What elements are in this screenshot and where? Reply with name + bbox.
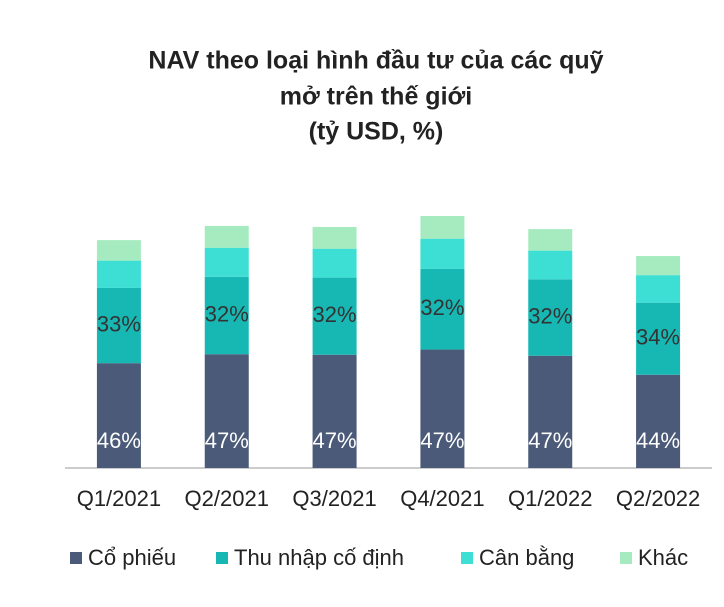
- chart-title: mở trên thế giới: [280, 83, 473, 111]
- x-tick-label: Q1/2022: [508, 486, 592, 511]
- data-label: 47%: [205, 428, 249, 453]
- bar-segment: [96, 240, 141, 261]
- bar-segment: [420, 216, 465, 239]
- bar-segment: [204, 276, 249, 355]
- chart-title: NAV theo loại hình đầu tư của các quỹ: [148, 47, 603, 75]
- chart-title: (tỷ USD, %): [309, 118, 444, 146]
- bar-segment: [204, 225, 249, 248]
- bar-segment: [96, 287, 141, 364]
- bar-segment: [636, 302, 681, 375]
- data-label: 47%: [420, 428, 464, 453]
- bar-segment: [636, 275, 681, 303]
- bar-segment: [636, 256, 681, 276]
- legend-swatch: [620, 552, 632, 564]
- x-tick-label: Q2/2021: [185, 486, 269, 511]
- bar-segment: [96, 260, 141, 288]
- data-label: 44%: [636, 428, 680, 453]
- legend-label: Khác: [638, 545, 688, 570]
- x-tick-label: Q1/2021: [77, 486, 161, 511]
- legend-swatch: [216, 552, 228, 564]
- bar-segment: [528, 279, 573, 356]
- legend-label: Thu nhập cố định: [234, 545, 404, 570]
- data-label: 32%: [528, 303, 572, 328]
- data-label: 33%: [97, 311, 141, 336]
- x-tick-label: Q3/2021: [292, 486, 376, 511]
- data-label: 47%: [313, 428, 357, 453]
- data-label: 32%: [313, 302, 357, 327]
- legend-swatch: [461, 552, 473, 564]
- bar-segment: [420, 349, 465, 468]
- bar-segment: [312, 226, 357, 249]
- bar-segment: [420, 238, 465, 269]
- x-tick-label: Q2/2022: [616, 486, 700, 511]
- bar-segment: [528, 229, 573, 251]
- x-tick-label: Q4/2021: [400, 486, 484, 511]
- bar-segment: [420, 268, 465, 350]
- bar-segment: [312, 248, 357, 278]
- bar-segment: [96, 363, 141, 468]
- bar-segment: [204, 354, 249, 468]
- data-label: 46%: [97, 428, 141, 453]
- bar-segment: [204, 247, 249, 277]
- bar-segment: [312, 354, 357, 468]
- bar-segment: [528, 355, 573, 468]
- data-label: 47%: [528, 428, 572, 453]
- bar-segment: [636, 374, 681, 468]
- bar-segment: [528, 250, 573, 280]
- data-label: 32%: [205, 301, 249, 326]
- data-label: 32%: [420, 295, 464, 320]
- legend-swatch: [70, 552, 82, 564]
- bar-segment: [312, 277, 357, 355]
- legend-label: Cân bằng: [479, 545, 574, 570]
- legend-label: Cổ phiếu: [88, 545, 176, 570]
- data-label: 34%: [636, 325, 680, 350]
